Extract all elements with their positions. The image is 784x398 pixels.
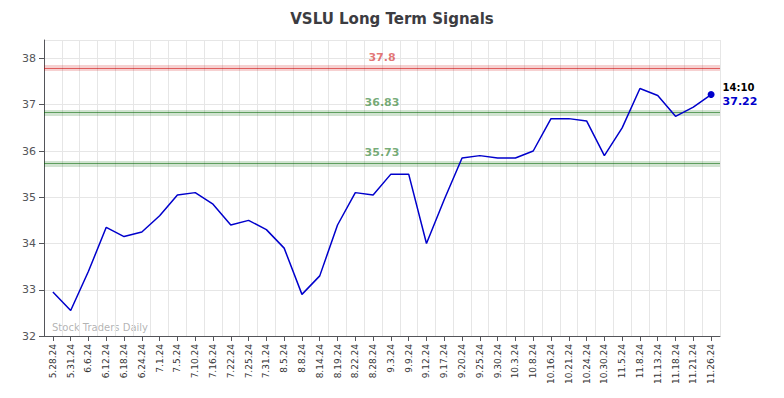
svg-text:8.19.24: 8.19.24: [333, 344, 343, 379]
svg-text:6.18.24: 6.18.24: [119, 344, 129, 379]
svg-text:7.22.24: 7.22.24: [226, 344, 236, 379]
svg-text:7.31.24: 7.31.24: [261, 344, 271, 379]
svg-text:11.18.24: 11.18.24: [671, 344, 681, 384]
svg-text:11.26.24: 11.26.24: [706, 344, 716, 384]
svg-text:37: 37: [22, 98, 36, 111]
svg-text:10.21.24: 10.21.24: [564, 344, 574, 384]
svg-text:32: 32: [22, 330, 36, 343]
svg-text:11.13.24: 11.13.24: [653, 344, 663, 384]
svg-text:36: 36: [22, 145, 36, 158]
svg-text:8.28.24: 8.28.24: [368, 344, 378, 379]
svg-text:6.24.24: 6.24.24: [137, 344, 147, 379]
svg-text:37.22: 37.22: [723, 95, 758, 108]
svg-text:9.30.24: 9.30.24: [493, 344, 503, 379]
svg-text:36.83: 36.83: [365, 96, 400, 109]
svg-text:5.31.24: 5.31.24: [66, 344, 76, 379]
svg-text:6.12.24: 6.12.24: [101, 344, 111, 379]
svg-text:7.1.24: 7.1.24: [155, 344, 165, 373]
svg-text:10.30.24: 10.30.24: [599, 344, 609, 384]
svg-text:9.20.24: 9.20.24: [457, 344, 467, 379]
svg-text:7.10.24: 7.10.24: [190, 344, 200, 379]
svg-text:Stock Traders Daily: Stock Traders Daily: [52, 321, 148, 333]
svg-text:8.22.24: 8.22.24: [350, 344, 360, 379]
svg-text:9.3.24: 9.3.24: [386, 344, 396, 373]
svg-text:9.17.24: 9.17.24: [439, 344, 449, 379]
svg-text:11.8.24: 11.8.24: [635, 344, 645, 379]
svg-text:7.5.24: 7.5.24: [172, 344, 182, 373]
svg-text:9.9.24: 9.9.24: [404, 344, 414, 373]
svg-text:10.8.24: 10.8.24: [528, 344, 538, 379]
svg-text:34: 34: [22, 237, 36, 250]
svg-text:14:10: 14:10: [723, 82, 755, 93]
svg-text:9.12.24: 9.12.24: [421, 344, 431, 379]
svg-text:33: 33: [22, 283, 36, 296]
svg-text:35.73: 35.73: [365, 146, 400, 159]
svg-text:10.3.24: 10.3.24: [510, 344, 520, 379]
svg-text:6.6.24: 6.6.24: [83, 344, 93, 373]
svg-text:35: 35: [22, 191, 36, 204]
svg-text:10.16.24: 10.16.24: [546, 344, 556, 384]
svg-text:8.8.24: 8.8.24: [297, 344, 307, 373]
svg-text:VSLU Long Term Signals: VSLU Long Term Signals: [290, 10, 494, 28]
svg-text:8.14.24: 8.14.24: [315, 344, 325, 379]
svg-text:5.28.24: 5.28.24: [48, 344, 58, 379]
svg-text:10.24.24: 10.24.24: [582, 344, 592, 384]
svg-text:37.8: 37.8: [368, 51, 395, 64]
svg-text:11.21.24: 11.21.24: [688, 344, 698, 384]
svg-text:9.25.24: 9.25.24: [475, 344, 485, 379]
svg-text:11.5.24: 11.5.24: [617, 344, 627, 379]
svg-text:7.16.24: 7.16.24: [208, 344, 218, 379]
svg-text:7.25.24: 7.25.24: [244, 344, 254, 379]
svg-text:38: 38: [22, 52, 36, 65]
svg-text:8.5.24: 8.5.24: [279, 344, 289, 373]
